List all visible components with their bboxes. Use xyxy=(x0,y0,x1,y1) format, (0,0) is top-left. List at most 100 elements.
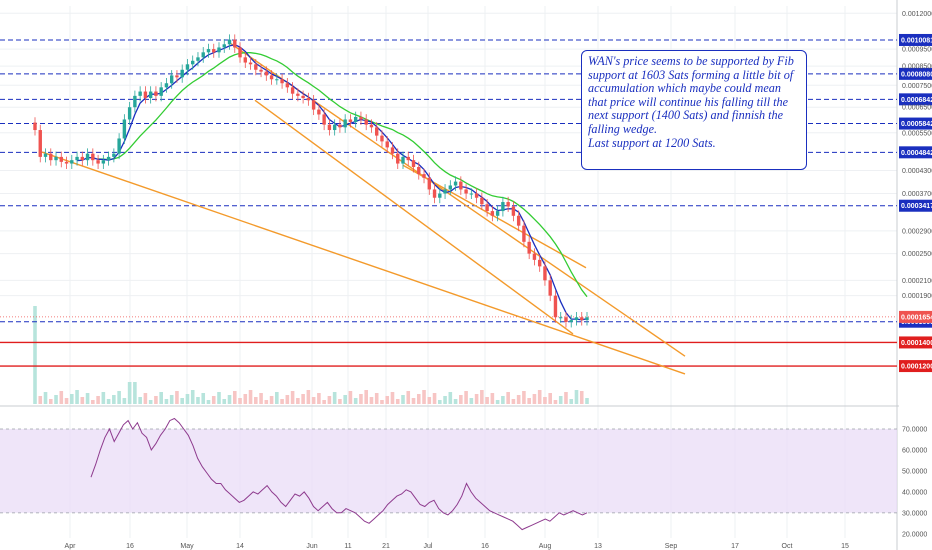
level-label: 0.0010081 xyxy=(901,37,932,44)
level-label-bg xyxy=(899,117,932,130)
x-tick-label: 13 xyxy=(594,543,602,550)
candle-body xyxy=(564,317,568,322)
volume-bar xyxy=(222,399,227,404)
volume-bar xyxy=(353,398,358,404)
candle-body xyxy=(33,122,37,131)
volume-bar xyxy=(422,390,426,404)
volume-bar xyxy=(317,393,321,404)
volume-bar xyxy=(248,390,253,404)
level-label-bg xyxy=(899,199,932,212)
candle-body xyxy=(485,204,489,212)
volume-bar xyxy=(385,396,390,404)
volume-bar xyxy=(275,392,279,404)
candle-body xyxy=(238,47,242,58)
candle-body xyxy=(480,197,484,205)
rsi-tick-label: 20.0000 xyxy=(902,531,927,538)
volume-bar xyxy=(532,394,537,404)
volume-bar xyxy=(432,393,437,404)
volume-bar xyxy=(196,397,200,404)
candle-body xyxy=(369,124,374,128)
candle-body xyxy=(122,119,127,139)
candle-body xyxy=(243,57,247,63)
volume-bar xyxy=(112,395,116,404)
candles xyxy=(33,34,589,328)
candle-body xyxy=(112,153,116,157)
level-label-bg xyxy=(899,93,932,106)
x-tick-label: Oct xyxy=(782,543,793,550)
volume-bar xyxy=(495,400,500,404)
candle-body xyxy=(332,124,337,131)
volume-bar xyxy=(311,397,316,404)
candle-body xyxy=(511,206,516,216)
candle-body xyxy=(212,49,216,53)
rsi-tick-label: 70.0000 xyxy=(902,426,927,433)
candle-body xyxy=(269,75,274,80)
volume-bar xyxy=(522,391,526,404)
candle-body xyxy=(154,91,158,96)
volume-bar xyxy=(127,382,132,404)
volume-bar xyxy=(511,399,516,404)
candle-body xyxy=(169,75,174,84)
candle-body xyxy=(364,119,368,125)
volume-bar xyxy=(485,397,489,404)
x-tick-label: 16 xyxy=(481,543,489,550)
x-tick-label: 17 xyxy=(731,543,739,550)
volume-bar xyxy=(453,399,458,404)
volume-bar xyxy=(374,393,379,404)
y-tick-label: 0.0007500 xyxy=(902,83,932,90)
candle-body xyxy=(96,160,100,164)
candle-body xyxy=(59,156,63,162)
candle-body xyxy=(432,189,437,198)
ma-fast-line xyxy=(77,44,588,321)
level-label-bg xyxy=(899,146,932,159)
volume-bar xyxy=(259,393,263,404)
price-levels: 0.0010081 0.0008080 0.0006842 0.0005842 0.00… xyxy=(0,33,932,373)
volume-bar xyxy=(106,399,111,404)
candle-body xyxy=(506,202,510,207)
candle-body xyxy=(474,193,479,198)
candle-body xyxy=(75,156,79,161)
volume-bar xyxy=(527,398,531,404)
rsi-line xyxy=(90,417,588,531)
volume-bar xyxy=(558,396,563,404)
candle-body xyxy=(164,83,169,88)
volume-bar xyxy=(564,392,568,404)
candle-body xyxy=(201,52,205,58)
volume-bar xyxy=(122,398,127,404)
candle-body xyxy=(327,124,332,131)
volume-bar xyxy=(33,306,37,404)
level-label: 0.0003417 xyxy=(901,203,932,210)
candle-body xyxy=(54,156,58,161)
volume-bar xyxy=(395,399,400,404)
volume-bar xyxy=(280,399,284,404)
candle-body xyxy=(196,57,200,61)
level-label-bg xyxy=(899,33,932,46)
annotation-text-2: Last support at 1200 Sats. xyxy=(588,135,716,150)
candle-body xyxy=(375,127,379,136)
volume-bar xyxy=(348,391,353,404)
volume-bar xyxy=(474,394,479,404)
x-tick-label: Apr xyxy=(65,543,77,550)
y-tick-label: 0.0008500 xyxy=(902,64,932,71)
rsi-tick-label: 50.0000 xyxy=(902,468,927,475)
volume-bar xyxy=(206,400,211,404)
candle-body xyxy=(438,193,442,198)
candle-body xyxy=(459,181,463,190)
candle-body xyxy=(574,317,579,321)
volume-bar xyxy=(553,400,558,404)
x-tick-label: 15 xyxy=(841,543,849,550)
candle-body xyxy=(106,156,111,161)
annotation-box[interactable]: WAN's price seems to be supported by Fib… xyxy=(581,50,807,170)
volume-bar xyxy=(232,391,237,404)
candle-body xyxy=(543,266,547,281)
x-tick-label: Jul xyxy=(424,543,433,550)
candle-body xyxy=(490,211,495,216)
volume-bar xyxy=(75,390,79,404)
volume-bar xyxy=(332,392,337,404)
candle-body xyxy=(443,189,447,194)
candle-body xyxy=(296,93,300,96)
trendline xyxy=(41,151,686,375)
moving-averages xyxy=(77,44,588,321)
level-label: 0.0005842 xyxy=(901,121,932,128)
level-label: 0.0004842 xyxy=(901,150,932,157)
